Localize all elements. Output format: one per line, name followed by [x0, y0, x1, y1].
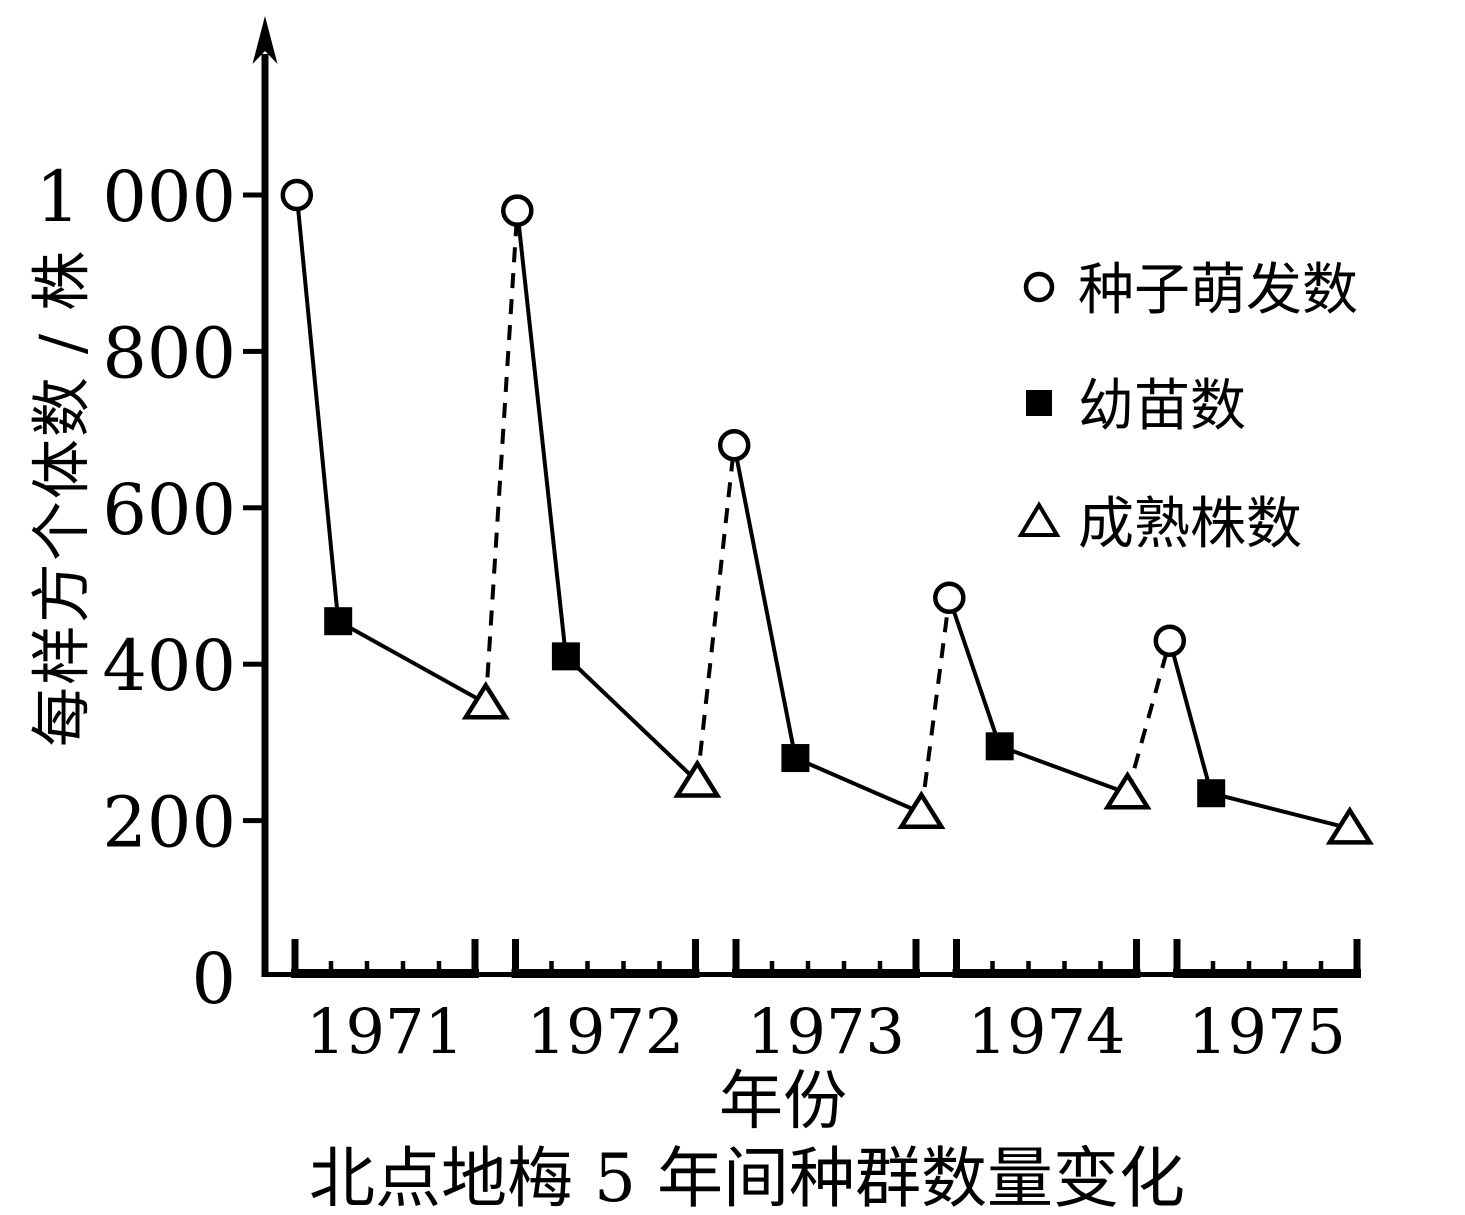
x-axis-year-segment: [511, 969, 700, 978]
x-year-label: 1975: [1188, 995, 1346, 1068]
legend-item-mature-plant: 成熟株数: [1012, 488, 1302, 557]
x-tick-short: [1098, 961, 1103, 977]
circle-marker-icon: [1023, 271, 1055, 303]
y-tick-label: 1 000: [36, 156, 236, 238]
dashed-line-between-years: [1125, 640, 1172, 794]
x-tick-tall: [1353, 939, 1361, 977]
point-seedling-1972: [551, 642, 580, 671]
point-seedling-1975: [1197, 779, 1226, 808]
x-tick-short: [805, 961, 811, 977]
point-seed-germination-1973: [717, 428, 751, 462]
data-points: [280, 178, 1374, 845]
y-tick: [243, 348, 266, 354]
x-axis-year-segment: [1173, 969, 1361, 978]
x-tick-tall: [512, 939, 519, 977]
x-year-label: 1973: [747, 995, 905, 1068]
solid-line-within-year: [732, 444, 923, 815]
dashed-line-between-years: [483, 210, 520, 704]
point-mature-plant-1972: [673, 759, 722, 798]
x-axis-year-segment: [952, 969, 1141, 978]
x-tick-short: [1026, 961, 1031, 977]
y-tick: [243, 818, 266, 824]
y-tick: [243, 505, 266, 511]
point-seedling-1973: [781, 744, 810, 773]
x-tick-tall: [471, 939, 479, 977]
square-marker-icon: [1026, 390, 1052, 416]
x-tick-short: [657, 961, 662, 977]
figure-title: 北点地梅 5 年间种群数量变化: [309, 1140, 1185, 1215]
x-tick-tall: [912, 939, 920, 977]
x-tick-tall: [1173, 939, 1181, 977]
y-tick: [243, 192, 266, 198]
x-tick-short: [1318, 961, 1324, 977]
x-tick-tall: [291, 939, 299, 977]
point-mature-plant-1971: [461, 681, 510, 720]
legend-label: 幼苗数: [1078, 373, 1246, 439]
y-tick-label: 800: [102, 312, 236, 394]
x-tick-short: [328, 961, 334, 977]
legend-label: 成熟株数: [1078, 491, 1302, 557]
legend-item-seed-germination: 种子萌发数: [1012, 254, 1358, 323]
x-year-label: 1971: [306, 995, 464, 1068]
y-tick-label: 600: [102, 469, 236, 551]
x-tick-short: [621, 961, 626, 977]
dashed-line-between-years: [919, 597, 952, 814]
solid-line-within-year: [947, 597, 1129, 796]
x-year-label: 1974: [968, 995, 1126, 1068]
x-tick-short: [877, 961, 883, 977]
y-tick: [243, 661, 266, 667]
y-axis-label: 每样方个体数 / 株: [27, 248, 98, 748]
point-seed-germination-1971: [280, 178, 314, 212]
x-tick-tall: [732, 939, 740, 977]
x-tick-short: [400, 961, 406, 977]
point-seed-germination-1975: [1153, 624, 1187, 657]
axis-tick-labels: 0 200 400 600 800 1 000 1971 1972 1973 1974 1975: [36, 156, 1346, 1068]
dashed-line-between-years: [695, 445, 737, 782]
x-axis-label: 年份: [719, 1065, 847, 1139]
solid-line-within-year: [1167, 640, 1351, 831]
x-tick-short: [585, 961, 590, 977]
x-tick-tall: [1133, 939, 1140, 977]
y-tick-label: 200: [102, 782, 236, 864]
point-seedling-1974: [985, 732, 1014, 761]
point-mature-plant-1975: [1325, 806, 1374, 845]
x-tick-short: [990, 961, 995, 977]
x-year-label: 1972: [527, 995, 685, 1068]
solid-line-within-year: [515, 210, 699, 783]
y-tick-label: 400: [102, 625, 236, 707]
x-tick-short: [549, 961, 554, 977]
x-tick-short: [769, 961, 775, 977]
x-tick-short: [1282, 961, 1288, 977]
x-axis-year-segment: [291, 969, 479, 978]
x-tick-tall: [953, 939, 960, 977]
x-tick-short: [1062, 961, 1067, 977]
point-mature-plant-1973: [897, 790, 946, 830]
x-tick-tall: [692, 939, 699, 977]
triangle-marker-icon: [1017, 501, 1061, 537]
legend-label: 种子萌发数: [1078, 257, 1358, 323]
legend-item-seedling: 幼苗数: [1012, 370, 1246, 439]
x-tick-short: [364, 961, 370, 977]
x-tick-short: [841, 961, 847, 977]
point-mature-plant-1974: [1103, 770, 1152, 810]
x-tick-short: [1210, 961, 1216, 977]
x-tick-short: [1246, 961, 1252, 977]
point-seedling-1971: [324, 607, 353, 636]
x-tick-short: [436, 961, 442, 977]
point-seed-germination-1974: [933, 581, 966, 614]
point-seed-germination-1972: [501, 194, 534, 227]
x-axis-year-segment: [732, 969, 920, 978]
y-tick-label: 0: [191, 938, 236, 1020]
y-axis-arrowhead: [252, 16, 278, 64]
axes: [243, 16, 1361, 978]
y-axis-line: [261, 54, 269, 977]
